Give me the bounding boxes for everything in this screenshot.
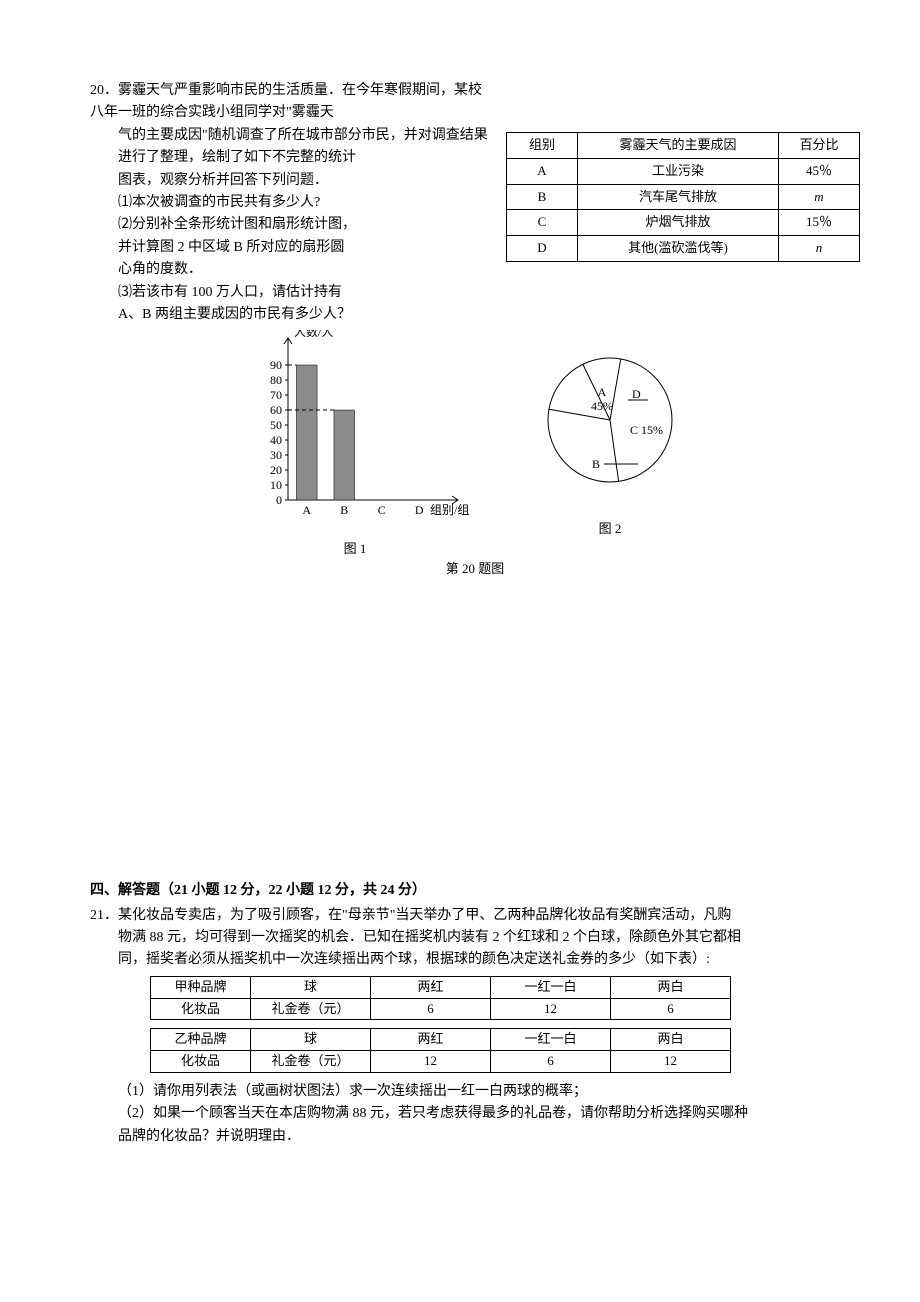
table-row: A工业污染45％ [507,158,860,184]
q20-part3a: ⑶若该市有 100 万人口，请估计持有 [90,282,490,304]
table-cell: 12 [491,998,611,1020]
question-21: 21．某化妆品专卖店，为了吸引顾客，在"母亲节"当天举办了甲、乙两种品牌化妆品有… [90,905,860,1149]
table-cell: n [779,236,860,262]
table-cell: 12 [611,1051,731,1073]
svg-text:0: 0 [276,493,282,507]
section-4-title: 四、解答题（21 小题 12 分，22 小题 12 分，共 24 分） [90,880,860,902]
table-cell: D [507,236,578,262]
q20-table-header: 组别 [507,133,578,159]
table-cell: 礼金卷（元） [251,998,371,1020]
q20-data-table-wrap: 组别雾霾天气的主要成因百分比A工业污染45％B汽车尾气排放mC炉烟气排放15％D… [506,80,860,326]
q21-line2: 物满 88 元，均可得到一次摇奖的机会．已知在摇奖机内装有 2 个红球和 2 个… [90,927,860,949]
q20-part1: ⑴本次被调查的市民共有多少人? [90,192,490,214]
table-cell: 一红一白 [491,1029,611,1051]
table-cell: 其他(滥砍滥伐等) [578,236,779,262]
pie-chart: A45% D C 15% B [510,330,710,510]
table-cell: 两红 [371,976,491,998]
table-row: 化妆品礼金卷（元）12612 [151,1051,731,1073]
table-cell: 6 [371,998,491,1020]
q20-number: 20． [90,80,118,102]
svg-text:45%: 45% [591,399,613,413]
q20-part3b: A、B 两组主要成因的市民有多少人？ [90,304,490,326]
table-cell: 两白 [611,976,731,998]
table-row: C炉烟气排放15％ [507,210,860,236]
svg-text:人数/人: 人数/人 [294,330,333,339]
q20-part2b: 并计算图 2 中区域 B 所对应的扇形圆 [90,237,490,259]
svg-text:70: 70 [270,388,282,402]
q20-line2: 气的主要成因"随机调查了所在城市部分市民，并对调查结果进行了整理，绘制了如下不完… [90,125,490,170]
q20-data-table: 组别雾霾天气的主要成因百分比A工业污染45％B汽车尾气排放mC炉烟气排放15％D… [506,132,860,262]
table-cell: 汽车尾气排放 [578,184,779,210]
table-row: B汽车尾气排放m [507,184,860,210]
table-cell: 工业污染 [578,158,779,184]
table-cell: 一红一白 [491,976,611,998]
pie-chart-wrap: A45% D C 15% B 图 2 [510,330,710,539]
q21-line3: 同，摇奖者必须从摇奖机中一次连续摇出两个球，根据球的颜色决定送礼金券的多少（如下… [90,949,860,971]
q21-sub1: （1）请你用列表法（或画树状图法）求一次连续摇出一红一白两球的概率； [90,1081,860,1103]
table-cell: 15％ [779,210,860,236]
bar-chart-wrap: 0102030405060708090 人数/人组别/组 A B C D 图 1 [240,330,470,559]
table-cell: 45％ [779,158,860,184]
table-cell: 12 [371,1051,491,1073]
table-cell: B [507,184,578,210]
table-cell: 炉烟气排放 [578,210,779,236]
table-cell: 化妆品 [151,1051,251,1073]
q20-text-block: 20．雾霾天气严重影响市民的生活质量．在今年寒假期间，某校八年一班的综合实践小组… [90,80,506,326]
q20-part2c: 心角的度数． [90,259,490,281]
svg-text:D: D [632,387,641,401]
table-cell: 球 [251,976,371,998]
svg-text:40: 40 [270,433,282,447]
svg-text:B: B [592,457,600,471]
svg-text:30: 30 [270,448,282,462]
q21-line1: 某化妆品专卖店，为了吸引顾客，在"母亲节"当天举办了甲、乙两种品牌化妆品有奖酬宾… [118,908,731,923]
pie-chart-caption: 图 2 [510,519,710,540]
table-cell: 乙种品牌 [151,1029,251,1051]
bar-chart-caption: 图 1 [240,539,470,560]
q20-table-header: 雾霾天气的主要成因 [578,133,779,159]
svg-text:A: A [598,385,607,399]
svg-text:90: 90 [270,358,282,372]
table-cell: 甲种品牌 [151,976,251,998]
table-cell: 两白 [611,1029,731,1051]
svg-text:C 15%: C 15% [630,423,663,437]
svg-text:20: 20 [270,463,282,477]
q20-part2a: ⑵分别补全条形统计图和扇形统计图， [90,214,490,236]
q20-line3: 图表，观察分析并回答下列问题． [90,170,490,192]
table-cell: C [507,210,578,236]
svg-text:组别/组: 组别/组 [430,503,469,517]
table-cell: 球 [251,1029,371,1051]
table-cell: 礼金卷（元） [251,1051,371,1073]
svg-text:B: B [340,503,348,517]
q21-sub2a: （2）如果一个顾客当天在本店购物满 88 元，若只考虑获得最多的礼品卷，请你帮助… [90,1103,860,1125]
table-cell: A [507,158,578,184]
table-cell: 两红 [371,1029,491,1051]
svg-text:C: C [378,503,386,517]
q20-line1: 雾霾天气严重影响市民的生活质量．在今年寒假期间，某校八年一班的综合实践小组同学对… [90,83,482,120]
question-20: 20．雾霾天气严重影响市民的生活质量．在今年寒假期间，某校八年一班的综合实践小组… [90,80,860,580]
table-cell: m [779,184,860,210]
q20-table-header: 百分比 [779,133,860,159]
svg-text:D: D [415,503,424,517]
svg-text:60: 60 [270,403,282,417]
table-cell: 6 [491,1051,611,1073]
q21-sub2b: 品牌的化妆品？并说明理由． [90,1126,860,1148]
table-row: D其他(滥砍滥伐等)n [507,236,860,262]
q21-table-b: 乙种品牌球两红一红一白两白化妆品礼金卷（元）12612 [150,1028,731,1073]
q21-table-a: 甲种品牌球两红一红一白两白化妆品礼金卷（元）6126 [150,976,731,1021]
svg-text:80: 80 [270,373,282,387]
q21-number: 21． [90,905,118,927]
svg-text:50: 50 [270,418,282,432]
figure-caption: 第 20 题图 [90,559,860,580]
table-row: 乙种品牌球两红一红一白两白 [151,1029,731,1051]
table-cell: 化妆品 [151,998,251,1020]
svg-text:10: 10 [270,478,282,492]
table-row: 化妆品礼金卷（元）6126 [151,998,731,1020]
table-cell: 6 [611,998,731,1020]
table-row: 甲种品牌球两红一红一白两白 [151,976,731,998]
bar-chart: 0102030405060708090 人数/人组别/组 A B C D [240,330,470,530]
svg-text:A: A [302,503,311,517]
